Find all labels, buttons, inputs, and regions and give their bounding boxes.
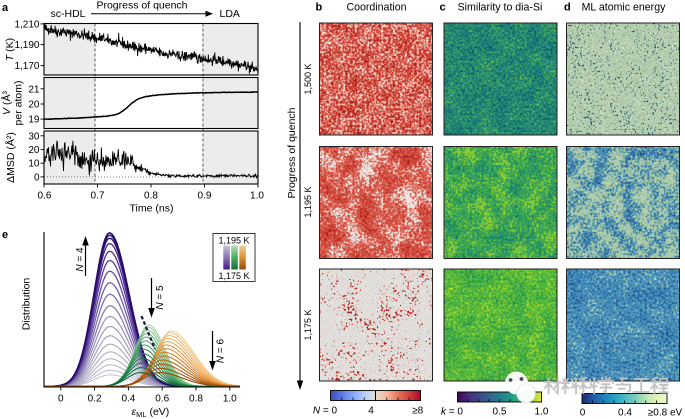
- svg-text:c: c: [440, 2, 446, 14]
- svg-text:1.0: 1.0: [250, 190, 264, 201]
- svg-text:Distribution: Distribution: [21, 278, 33, 331]
- svg-text:0.4: 0.4: [618, 408, 632, 419]
- svg-text:0.5: 0.5: [493, 407, 507, 418]
- svg-text:Progress of quench: Progress of quench: [286, 107, 298, 198]
- svg-text:0.7: 0.7: [91, 190, 105, 201]
- svg-text:0.2: 0.2: [88, 393, 102, 404]
- svg-text:b: b: [316, 2, 323, 14]
- svg-text:per atom): per atom): [13, 81, 25, 126]
- svg-text:0.6: 0.6: [38, 190, 52, 201]
- svg-text:1,210: 1,210: [14, 19, 39, 30]
- svg-text:ML atomic energy: ML atomic energy: [582, 2, 667, 14]
- svg-text:≥0.8 eV: ≥0.8 eV: [648, 408, 683, 419]
- svg-text:21: 21: [28, 84, 40, 95]
- svg-text:sc-HDL: sc-HDL: [51, 8, 86, 20]
- svg-text:1,195 K: 1,195 K: [218, 236, 249, 246]
- svg-text:≥8: ≥8: [412, 406, 423, 417]
- svg-text:k = 0: k = 0: [441, 407, 463, 418]
- svg-text:0: 0: [580, 408, 586, 419]
- svg-text:LDA: LDA: [220, 8, 240, 20]
- svg-text:a: a: [2, 2, 9, 14]
- svg-text:ΔMSD (Å²): ΔMSD (Å²): [4, 132, 17, 183]
- svg-text:20: 20: [28, 145, 40, 156]
- svg-text:4: 4: [368, 406, 374, 417]
- svg-text:N = 5: N = 5: [155, 285, 166, 310]
- svg-text:0.6: 0.6: [155, 393, 169, 404]
- svg-text:Similarity to dia-Si: Similarity to dia-Si: [458, 2, 543, 14]
- svg-text:0.8: 0.8: [189, 393, 203, 404]
- svg-text:30: 30: [28, 131, 40, 142]
- svg-text:1.0: 1.0: [223, 393, 237, 404]
- svg-text:1,195 K: 1,195 K: [303, 186, 313, 217]
- svg-text:e: e: [2, 229, 8, 241]
- svg-text:Time (ns): Time (ns): [130, 203, 174, 215]
- svg-text:1,190: 1,190: [14, 40, 39, 51]
- svg-text:N = 6: N = 6: [216, 338, 227, 363]
- svg-text:V (Å³: V (Å³: [0, 91, 13, 115]
- svg-text:1.0: 1.0: [535, 407, 549, 418]
- svg-text:0.4: 0.4: [121, 393, 135, 404]
- svg-text:εML (eV): εML (eV): [132, 406, 170, 419]
- svg-text:0.8: 0.8: [144, 190, 158, 201]
- svg-text:19: 19: [28, 115, 40, 126]
- svg-text:1,175 K: 1,175 K: [303, 309, 313, 340]
- svg-text:1,500 K: 1,500 K: [303, 63, 313, 94]
- svg-text:1,170: 1,170: [14, 61, 39, 72]
- svg-text:T (K): T (K): [4, 38, 16, 61]
- svg-text:Coordination: Coordination: [346, 2, 406, 14]
- svg-text:N = 4: N = 4: [75, 247, 86, 272]
- svg-text:N = 0: N = 0: [313, 406, 338, 417]
- svg-text:0.9: 0.9: [198, 190, 212, 201]
- svg-text:0: 0: [58, 393, 64, 404]
- svg-text:0: 0: [34, 172, 40, 183]
- svg-text:20: 20: [28, 100, 40, 111]
- svg-text:Progress of quench: Progress of quench: [96, 0, 187, 12]
- svg-text:10: 10: [28, 159, 40, 170]
- svg-text:1,175 K: 1,175 K: [218, 271, 249, 281]
- svg-text:d: d: [564, 2, 571, 14]
